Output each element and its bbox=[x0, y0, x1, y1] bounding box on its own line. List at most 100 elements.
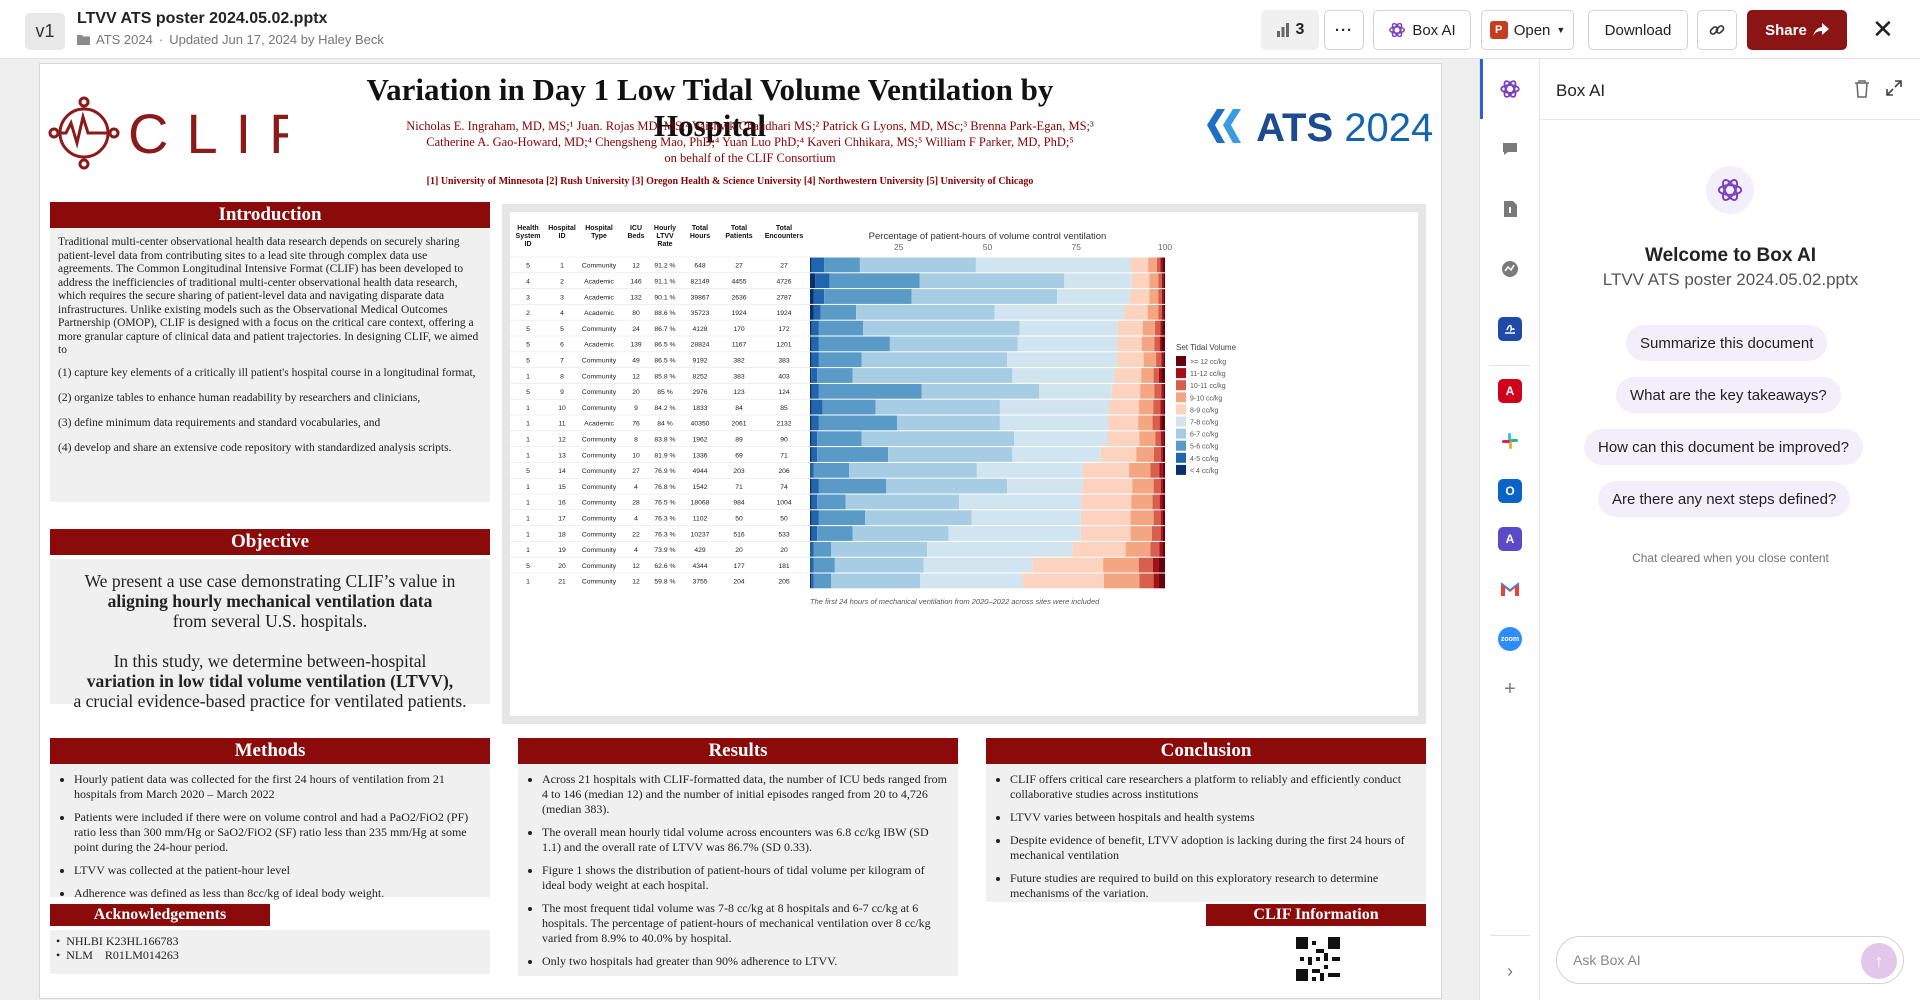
box-ai-button[interactable]: Box AI bbox=[1373, 10, 1471, 50]
table-cell: 35723 bbox=[691, 310, 710, 317]
bar-segment bbox=[1082, 462, 1130, 478]
bar-segment bbox=[1152, 557, 1159, 573]
bar-segment bbox=[810, 494, 812, 510]
bar-segment bbox=[1072, 541, 1126, 557]
legend-label: 5-6 cc/kg bbox=[1190, 444, 1219, 451]
bar-segment bbox=[976, 462, 1083, 478]
bar-segment bbox=[1130, 526, 1152, 541]
trash-icon[interactable] bbox=[1853, 79, 1871, 104]
bar-segment bbox=[817, 526, 853, 541]
legend-swatch bbox=[1176, 416, 1186, 427]
table-cell: 50 bbox=[780, 516, 788, 523]
logo-text: CLIF bbox=[128, 102, 288, 165]
bar-segment bbox=[813, 462, 850, 478]
legend-swatch bbox=[1176, 404, 1186, 415]
bar-segment bbox=[975, 257, 1131, 273]
download-button[interactable]: Download bbox=[1588, 10, 1688, 50]
bar-segment bbox=[971, 510, 1081, 526]
table-cell: 139 bbox=[630, 342, 642, 349]
table-cell: 206 bbox=[778, 468, 790, 475]
activity-icon[interactable] bbox=[1498, 257, 1522, 281]
box-ai-icon bbox=[1389, 22, 1406, 38]
table-cell: Academic bbox=[584, 342, 614, 349]
table-cell: 86.5 % bbox=[654, 342, 675, 349]
bar-segment bbox=[856, 304, 995, 320]
bar-segment bbox=[994, 304, 1125, 320]
bar-segment bbox=[1108, 415, 1139, 431]
rail-active-marker bbox=[1480, 59, 1483, 119]
table-header: Health System ID bbox=[516, 225, 541, 248]
bar-segment bbox=[886, 478, 1008, 494]
bar-segment bbox=[811, 336, 819, 352]
bar-segment bbox=[820, 304, 857, 320]
views-button[interactable]: 3 bbox=[1261, 10, 1319, 50]
table-cell: 1004 bbox=[776, 500, 791, 507]
table-cell: 205 bbox=[778, 579, 790, 586]
copy-link-button[interactable] bbox=[1697, 10, 1737, 50]
table-cell: 71 bbox=[780, 452, 788, 459]
table-cell: 9192 bbox=[692, 358, 707, 365]
adobe-sign-icon[interactable]: A bbox=[1498, 527, 1522, 551]
share-button[interactable]: Share bbox=[1747, 10, 1847, 50]
comments-icon[interactable] bbox=[1498, 137, 1522, 161]
bar-segment bbox=[1032, 557, 1104, 573]
send-button[interactable]: ↑ bbox=[1861, 943, 1897, 979]
close-icon[interactable]: ✕ bbox=[1872, 14, 1894, 44]
add-app-icon[interactable]: + bbox=[1504, 677, 1516, 700]
bar-segment bbox=[1153, 447, 1162, 462]
table-cell: 4944 bbox=[692, 468, 707, 475]
table-cell: 28 bbox=[632, 500, 640, 507]
table-cell: 383 bbox=[778, 358, 790, 365]
table-cell: 69 bbox=[735, 452, 743, 459]
more-button[interactable]: ··· bbox=[1324, 10, 1364, 50]
bar-segment bbox=[1162, 447, 1165, 462]
suggestion-summarize[interactable]: Summarize this document bbox=[1626, 325, 1828, 361]
bar-segment bbox=[1162, 526, 1165, 541]
rail-box-ai-icon[interactable] bbox=[1498, 77, 1522, 101]
table-cell: 88.6 % bbox=[654, 310, 675, 317]
slack-icon[interactable] bbox=[1498, 429, 1522, 453]
sidebar-rail: A O A zoom + › bbox=[1479, 59, 1539, 1000]
bar-segment bbox=[811, 478, 819, 494]
folder-link[interactable]: ATS 2024 bbox=[96, 32, 153, 47]
details-icon[interactable] bbox=[1498, 197, 1522, 221]
suggestion-takeaways[interactable]: What are the key takeaways? bbox=[1616, 377, 1841, 413]
expand-icon[interactable] bbox=[1885, 79, 1903, 102]
zoom-icon[interactable]: zoom bbox=[1498, 627, 1522, 651]
table-cell: 84 bbox=[735, 405, 743, 412]
ask-input[interactable]: Ask Box AI ↑ bbox=[1556, 936, 1904, 984]
bar-segment bbox=[861, 431, 1015, 447]
box-sign-icon[interactable] bbox=[1498, 317, 1522, 341]
bar-segment bbox=[810, 289, 814, 304]
table-cell: 90 bbox=[780, 437, 788, 444]
table-cell: 84 % bbox=[657, 421, 673, 428]
bar-segment bbox=[1161, 447, 1163, 462]
suggestion-improve[interactable]: How can this document be improved? bbox=[1584, 429, 1863, 465]
gmail-icon[interactable] bbox=[1498, 577, 1522, 601]
bar-segment bbox=[818, 383, 922, 399]
table-cell: Community bbox=[582, 405, 617, 412]
table-cell: 18068 bbox=[691, 500, 710, 507]
table-cell: 1833 bbox=[692, 405, 707, 412]
results-item: Across 21 hospitals with CLIF-formatted … bbox=[542, 772, 948, 817]
version-badge[interactable]: v1 bbox=[25, 13, 65, 50]
suggestion-next-steps[interactable]: Are there any next steps defined? bbox=[1598, 481, 1851, 517]
outlook-icon[interactable]: O bbox=[1498, 479, 1522, 503]
open-button[interactable]: P Open ▼ bbox=[1481, 10, 1574, 50]
table-cell: 4128 bbox=[692, 326, 707, 333]
chevron-right-icon[interactable]: › bbox=[1507, 960, 1513, 981]
legend-title: Set Tidal Volume bbox=[1176, 343, 1237, 352]
acrobat-icon[interactable]: A bbox=[1498, 379, 1522, 403]
legend-label: 4-5 cc/kg bbox=[1190, 456, 1219, 463]
table-header: Total Patients bbox=[725, 225, 752, 240]
table-cell: 12 bbox=[632, 563, 640, 570]
authors-line-2: Catherine A. Gao-Howard, MD;⁴ Chengsheng… bbox=[426, 135, 1074, 149]
table-cell: 1336 bbox=[692, 452, 707, 459]
bar-segment bbox=[815, 273, 830, 289]
box-ai-avatar-icon bbox=[1706, 166, 1754, 214]
table-cell: 5 bbox=[560, 326, 564, 333]
table-cell: 73.9 % bbox=[654, 547, 675, 554]
ack-item: • NHLBI K23HL166783 bbox=[56, 934, 179, 948]
bar-segment bbox=[959, 494, 1082, 510]
bar-segment bbox=[813, 304, 821, 320]
